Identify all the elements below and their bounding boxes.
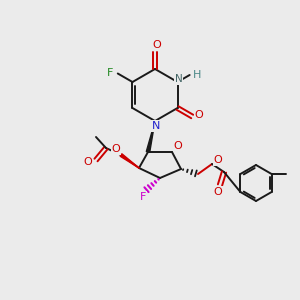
Text: O: O: [84, 157, 92, 167]
Text: O: O: [174, 141, 182, 151]
Text: H: H: [193, 70, 201, 80]
Text: O: O: [195, 110, 204, 119]
Text: O: O: [112, 144, 120, 154]
Polygon shape: [120, 154, 139, 168]
Text: O: O: [214, 187, 222, 197]
Text: N: N: [152, 121, 160, 131]
Text: F: F: [140, 192, 146, 202]
Text: N: N: [175, 74, 182, 84]
Text: O: O: [214, 155, 222, 165]
Polygon shape: [146, 121, 155, 152]
Text: O: O: [153, 40, 161, 50]
Text: F: F: [106, 68, 113, 77]
